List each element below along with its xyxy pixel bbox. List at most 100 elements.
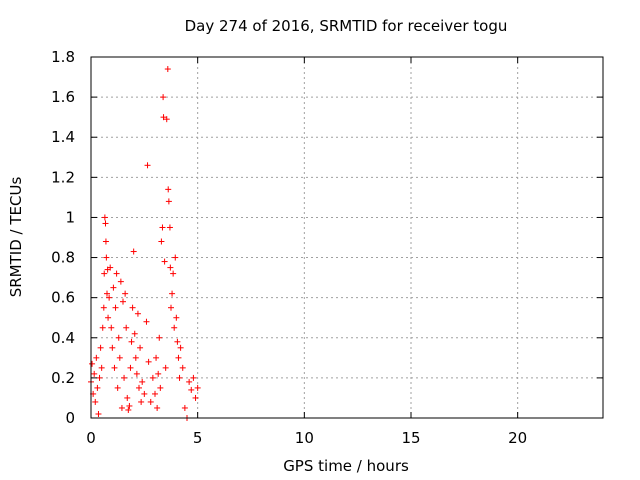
- y-tick-label: 1.8: [51, 48, 75, 66]
- data-point: [122, 290, 129, 297]
- data-point: [117, 278, 124, 285]
- data-point: [172, 254, 179, 261]
- data-point: [157, 384, 164, 391]
- data-point: [116, 354, 123, 361]
- data-point: [114, 384, 121, 391]
- data-point: [147, 398, 154, 405]
- y-tick-label: 0.8: [51, 249, 75, 267]
- data-point: [161, 258, 168, 265]
- data-point: [160, 94, 167, 101]
- data-point: [96, 374, 103, 381]
- data-point: [164, 66, 171, 73]
- data-point: [152, 390, 158, 397]
- data-point: [145, 358, 152, 365]
- data-point: [97, 344, 104, 351]
- data-point: [110, 284, 117, 291]
- data-point: [125, 406, 132, 413]
- data-point: [173, 314, 180, 321]
- x-tick-label: 20: [508, 429, 527, 447]
- x-tick-label: 15: [401, 429, 420, 447]
- y-tick-label: 0.2: [51, 369, 75, 387]
- data-point: [103, 254, 110, 261]
- data-point: [108, 324, 115, 331]
- data-point: [98, 364, 105, 371]
- data-point: [156, 334, 163, 341]
- y-tick-label: 0.6: [51, 289, 75, 307]
- data-point: [165, 198, 172, 205]
- x-tick-label: 0: [86, 429, 96, 447]
- y-tick-label: 0: [65, 409, 75, 427]
- data-point: [129, 304, 136, 311]
- data-point: [124, 394, 131, 401]
- data-point: [106, 294, 113, 301]
- data-point: [121, 374, 128, 381]
- data-point: [93, 354, 100, 361]
- data-point: [141, 390, 148, 397]
- data-point: [177, 344, 184, 351]
- data-point: [168, 304, 174, 311]
- data-point: [136, 384, 142, 391]
- data-point: [123, 324, 130, 331]
- data-point: [155, 370, 162, 377]
- data-point: [94, 384, 101, 391]
- data-point: [186, 378, 193, 385]
- data-point: [143, 318, 150, 325]
- data-point: [171, 324, 178, 331]
- data-point: [149, 374, 156, 381]
- data-point: [105, 314, 112, 321]
- data-point: [101, 270, 108, 277]
- data-point: [169, 290, 176, 297]
- data-point: [138, 398, 145, 405]
- data-point: [134, 310, 141, 317]
- data-point: [139, 378, 146, 385]
- data-point: [92, 398, 99, 405]
- data-point: [91, 370, 98, 377]
- data-point: [89, 360, 96, 367]
- data-point: [188, 386, 195, 393]
- data-point: [95, 410, 102, 417]
- data-point: [100, 304, 107, 311]
- data-point: [194, 384, 201, 391]
- data-point: [159, 224, 166, 231]
- data-point: [111, 364, 118, 371]
- y-tick-label: 1.6: [51, 88, 75, 106]
- data-point: [160, 114, 167, 121]
- x-axis: 0 5 10 15 20: [86, 57, 527, 447]
- data-point: [107, 264, 114, 271]
- data-point: [174, 338, 181, 345]
- data-point: [190, 374, 197, 381]
- data-point: [128, 338, 135, 345]
- data-point: [170, 270, 177, 277]
- data-point: [162, 364, 169, 371]
- y-axis: 0 0.2 0.4 0.6 0.8 1 1.2 1.4 1.6 1.8: [51, 48, 603, 427]
- x-axis-label: GPS time / hours: [283, 457, 409, 475]
- data-point: [133, 370, 140, 377]
- data-point: [101, 214, 108, 221]
- x-tick-label: 10: [295, 429, 314, 447]
- data-point: [115, 334, 122, 341]
- y-tick-label: 0.4: [51, 329, 75, 347]
- chart-title: Day 274 of 2016, SRMTID for receiver tog…: [185, 17, 508, 35]
- data-point: [144, 162, 151, 169]
- data-point: [166, 224, 173, 231]
- data-point: [167, 264, 174, 271]
- data-point: [192, 394, 199, 401]
- data-point: [109, 344, 116, 351]
- data-point: [99, 324, 106, 331]
- data-point: [126, 402, 133, 409]
- plot-frame: [90, 56, 604, 419]
- y-tick-label: 1: [65, 208, 75, 226]
- data-point: [179, 364, 186, 371]
- data-point: [176, 374, 183, 381]
- data-point: [137, 344, 144, 351]
- data-point: [130, 248, 137, 255]
- y-tick-label: 1.2: [51, 168, 75, 186]
- data-point: [163, 116, 170, 123]
- data-point: [102, 220, 109, 227]
- data-point: [102, 238, 109, 245]
- grid: [91, 57, 603, 418]
- data-point: [175, 354, 182, 361]
- data-point: [127, 364, 134, 371]
